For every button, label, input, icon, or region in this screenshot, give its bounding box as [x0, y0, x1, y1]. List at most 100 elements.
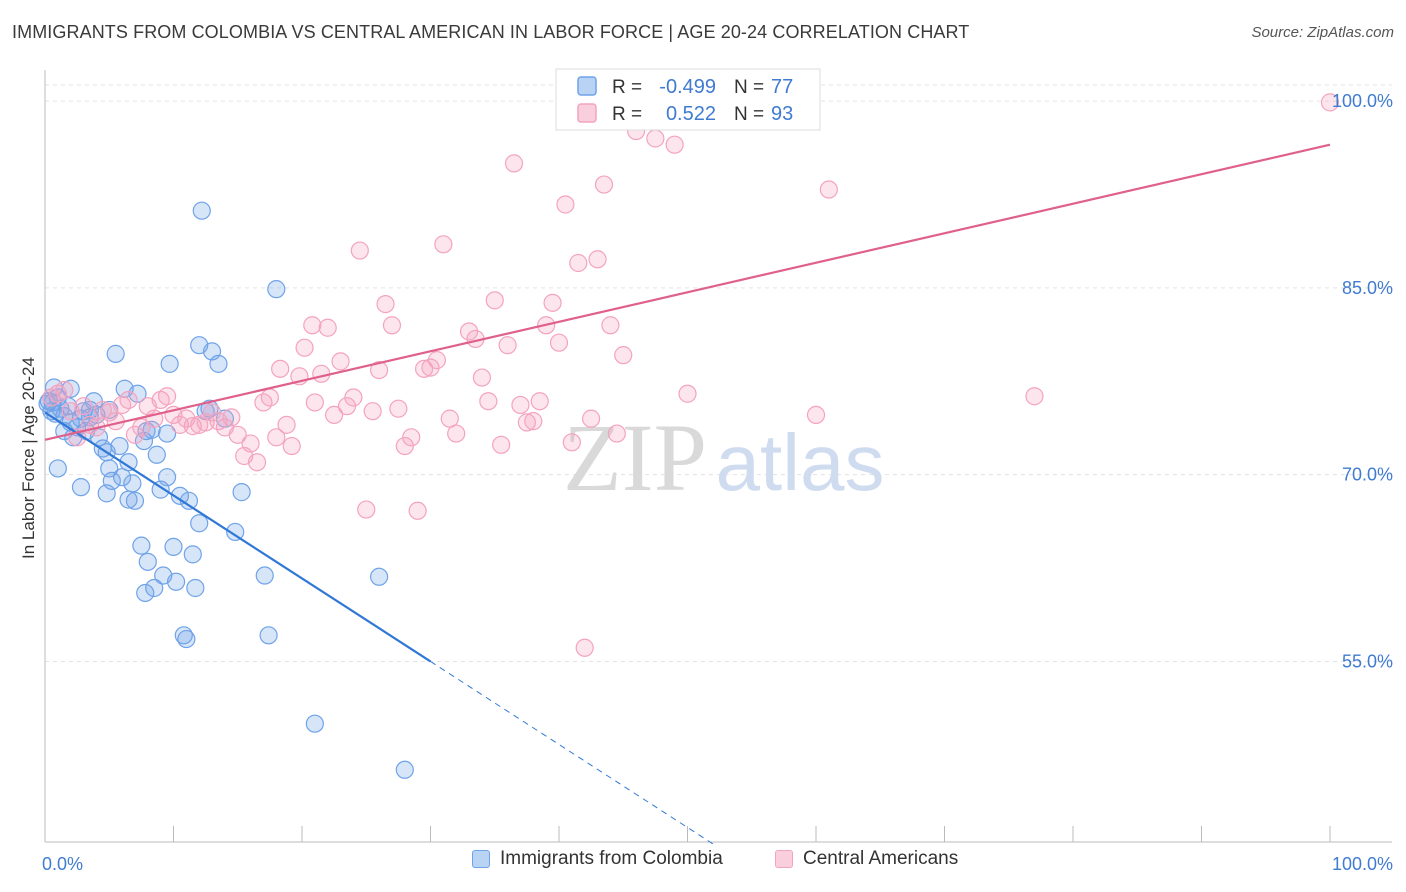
point-central-americans: [414, 359, 434, 378]
point-central-americans: [434, 235, 453, 254]
legend-swatch-colombia: [472, 850, 490, 868]
watermark-zip: ZIP: [563, 404, 707, 511]
point-central-americans: [119, 390, 138, 410]
point-colombia: [166, 572, 186, 591]
point-central-americans: [132, 418, 151, 437]
point-central-americans: [312, 364, 331, 383]
point-central-americans: [479, 392, 498, 411]
point-central-americans: [678, 384, 697, 403]
point-central-americans: [517, 413, 536, 432]
point-central-americans: [370, 360, 389, 380]
point-central-americans: [646, 129, 665, 148]
point-colombia: [145, 578, 164, 598]
point-central-americans: [55, 380, 74, 400]
point-central-americans: [562, 433, 581, 452]
point-central-americans: [350, 241, 369, 260]
point-central-americans: [282, 436, 301, 456]
y-tick-labels: 55.0% 70.0% 85.0% 100.0%: [1332, 91, 1393, 671]
point-colombia: [164, 537, 183, 556]
point-central-americans: [125, 425, 145, 444]
point-colombia: [119, 453, 138, 472]
point-central-americans: [594, 175, 614, 194]
point-central-americans: [427, 351, 447, 370]
trend-lines: [44, 143, 1331, 845]
point-central-americans: [331, 352, 350, 371]
point-colombia: [183, 545, 202, 564]
legend-top-swatch-central-americans: [577, 103, 597, 123]
point-colombia: [157, 468, 177, 487]
point-colombia: [209, 354, 228, 373]
legend-box: [555, 68, 821, 131]
source-label: Source: ZipAtlas.com: [1251, 24, 1394, 41]
point-colombia: [147, 445, 166, 464]
point-colombia: [136, 583, 155, 603]
point-central-americans: [447, 424, 466, 443]
point-central-americans: [295, 338, 314, 357]
point-colombia: [177, 629, 196, 649]
point-colombia: [160, 354, 179, 373]
chart-title: IMMIGRANTS FROM COLOMBIA VS CENTRAL AMER…: [12, 22, 970, 42]
data-points: [38, 93, 1340, 779]
point-central-americans: [607, 424, 626, 443]
grid-lines: [45, 84, 1392, 662]
point-central-americans: [363, 402, 382, 421]
point-central-americans: [382, 316, 402, 335]
point-central-americans: [601, 316, 620, 335]
x-tick-labels: 0.0% 100.0%: [42, 854, 1393, 874]
point-colombia: [305, 714, 324, 733]
trend-line-colombia: [44, 411, 432, 663]
point-colombia: [106, 344, 125, 363]
point-central-americans: [305, 393, 324, 412]
watermark-atlas: atlas: [716, 418, 885, 507]
point-colombia: [132, 536, 151, 555]
trend-line-colombia-extension: [430, 661, 714, 845]
point-colombia: [128, 384, 147, 403]
point-central-americans: [556, 195, 575, 214]
legend-swatch-central-americans: [775, 850, 793, 868]
point-central-americans: [485, 291, 504, 310]
point-colombia: [123, 474, 142, 493]
axes: [44, 70, 1392, 843]
point-central-americans: [303, 316, 322, 335]
point-colombia: [190, 514, 209, 533]
point-central-americans: [1320, 93, 1340, 112]
point-central-americans: [260, 388, 279, 407]
point-colombia: [259, 626, 278, 645]
point-central-americans: [271, 359, 290, 378]
point-central-americans: [357, 500, 376, 519]
legend-top: R = -0.499 N = 77 R = 0.522 N = 93: [555, 68, 821, 131]
point-central-americans: [569, 253, 588, 273]
point-central-americans: [247, 453, 267, 472]
point-central-americans: [614, 346, 633, 365]
y-tick-label: 55.0%: [1342, 651, 1393, 671]
legend-top-swatch-colombia: [577, 76, 597, 96]
point-colombia: [267, 280, 286, 299]
point-central-americans: [588, 250, 607, 269]
point-central-americans: [665, 135, 684, 154]
point-central-americans: [196, 413, 215, 432]
point-colombia: [48, 459, 67, 478]
y-axis-label: In Labor Force | Age 20-24: [19, 357, 38, 559]
point-central-americans: [1025, 387, 1044, 406]
point-central-americans: [74, 397, 93, 416]
point-central-americans: [511, 395, 530, 415]
point-central-americans: [492, 435, 511, 454]
point-central-americans: [408, 501, 427, 520]
point-central-americans: [402, 428, 421, 447]
point-central-americans: [459, 322, 479, 341]
point-central-americans: [530, 392, 549, 411]
legend-n-label: N =: [734, 77, 764, 98]
legend-label-colombia: Immigrants from Colombia: [500, 848, 723, 869]
legend-r-label: R =: [612, 77, 642, 98]
point-colombia: [232, 483, 251, 502]
legend-r-value: -0.499: [659, 76, 716, 98]
point-central-americans: [376, 294, 395, 314]
point-colombia: [170, 486, 190, 505]
point-colombia: [125, 491, 145, 510]
legend-label-central-americans: Central Americans: [803, 848, 959, 869]
y-tick-label: 70.0%: [1342, 465, 1393, 485]
point-central-americans: [318, 318, 337, 337]
point-central-americans: [543, 293, 562, 312]
point-central-americans: [472, 368, 491, 387]
